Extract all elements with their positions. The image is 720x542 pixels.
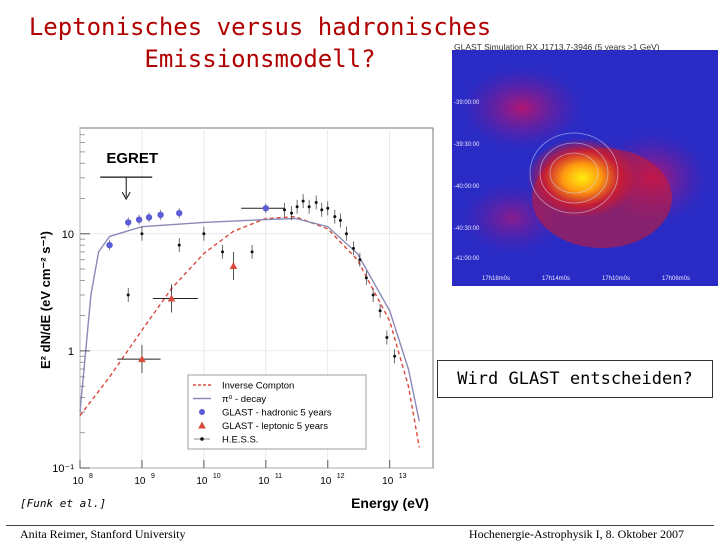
hess-point [344, 232, 348, 236]
footer-left: Anita Reimer, Stanford University [20, 527, 186, 541]
x-tick-label: 10 [320, 476, 332, 487]
skymap-title: GLAST Simulation RX J1713.7-3946 (5 year… [454, 42, 660, 52]
inverse-compton-curve [79, 215, 420, 448]
legend-label: π⁰ - decay [222, 394, 266, 405]
hess-point [250, 250, 254, 254]
hess-point [282, 208, 286, 212]
skymap-ytick: -40:00:00 [454, 184, 480, 190]
hadronic-point [145, 214, 153, 221]
hess-point [295, 205, 299, 209]
skymap-xtick: 17h18m0s [482, 276, 510, 282]
hess-point [140, 232, 144, 236]
hess-point [177, 243, 181, 247]
sed-chart: 10 8 10 9 10 10 10 11 10 12 10 13 10 1 10⁻¹ Inverse Co… [38, 127, 434, 511]
hess-point [314, 200, 318, 204]
legend-label: Inverse Compton [222, 381, 294, 392]
x-tick-label: 10 [72, 476, 84, 487]
hess-point [364, 276, 368, 280]
leptonic-point [138, 355, 146, 363]
x-tick-exponent: 9 [151, 473, 155, 480]
slide-title-line2: Emissionsmodell? [144, 45, 376, 73]
y-tick-label: 1 [68, 346, 74, 358]
x-tick-exponent: 10 [213, 473, 221, 480]
slide-title-line1: Leptonisches versus hadronisches [28, 13, 492, 41]
x-tick-exponent: 8 [89, 473, 93, 480]
y-tick-label: 10⁻¹ [52, 463, 74, 475]
hadronic-point [262, 205, 270, 212]
hess-point [378, 309, 382, 313]
egret-arrowhead [121, 191, 131, 201]
hess-point [202, 232, 206, 236]
hess-point [301, 199, 305, 203]
legend-swatch-leptonic [198, 421, 206, 429]
hess-point [307, 205, 311, 209]
skymap-ytick: -40:30:00 [454, 226, 480, 232]
hess-point [385, 336, 389, 340]
hadronic-point [124, 219, 132, 226]
hadronic-point [135, 216, 143, 223]
x-axis-label: Energy (eV) [351, 495, 429, 511]
skymap-xtick: 17h10m0s [602, 276, 630, 282]
legend-swatch-hess [200, 437, 204, 441]
egret-label: EGRET [106, 150, 158, 167]
x-tick-label: 10 [196, 476, 208, 487]
legend-label: GLAST - hadronic 5 years [222, 408, 332, 419]
x-tick-exponent: 11 [275, 473, 282, 480]
hess-point [326, 206, 330, 210]
hess-point [338, 218, 342, 222]
hadronic-point [176, 209, 183, 217]
hess-point [351, 246, 355, 250]
x-tick-label: 10 [134, 476, 146, 487]
glast-sky-map: GLAST Simulation RX J1713.7-3946 (5 year… [452, 38, 718, 286]
callout-box: Wird GLAST entscheiden? [437, 360, 713, 398]
x-tick-label: 10 [382, 476, 394, 487]
citation: [Funk et al.] [20, 497, 107, 510]
hess-point [320, 208, 324, 212]
footer-divider [6, 525, 714, 526]
skymap-xtick: 17h14m0s [542, 276, 570, 282]
hadronic-point [106, 241, 113, 249]
skymap-ytick: -39:30:00 [454, 142, 480, 148]
x-tick-exponent: 13 [399, 473, 407, 480]
x-tick-exponent: 12 [337, 473, 345, 480]
skymap-xtick: 17h06m0s [662, 276, 690, 282]
hess-point [126, 293, 130, 297]
skymap-ytick: -41:00:00 [454, 256, 480, 262]
hess-point [221, 250, 225, 254]
legend-box [187, 374, 367, 450]
hess-point [358, 258, 362, 262]
pion-decay-curve [79, 217, 420, 422]
hess-point [290, 211, 294, 215]
y-tick-label: 10 [62, 229, 74, 241]
leptonic-point [229, 262, 238, 270]
hess-point [371, 293, 375, 297]
legend-swatch-hadronic [199, 409, 205, 415]
legend-label: H.E.S.S. [222, 435, 258, 446]
skymap-ytick: -39:00:00 [454, 100, 480, 106]
footer-right: Hochenergie-Astrophysik I, 8. Oktober 20… [468, 527, 684, 541]
y-axis-label: E² dN/dE (eV cm⁻² s⁻¹) [38, 231, 53, 369]
hadronic-point [157, 211, 164, 219]
x-tick-label: 10 [258, 476, 270, 487]
legend-label: GLAST - leptonic 5 years [222, 421, 328, 432]
leptonic-point [167, 294, 176, 302]
hess-point [333, 215, 337, 219]
hess-point [393, 354, 397, 358]
